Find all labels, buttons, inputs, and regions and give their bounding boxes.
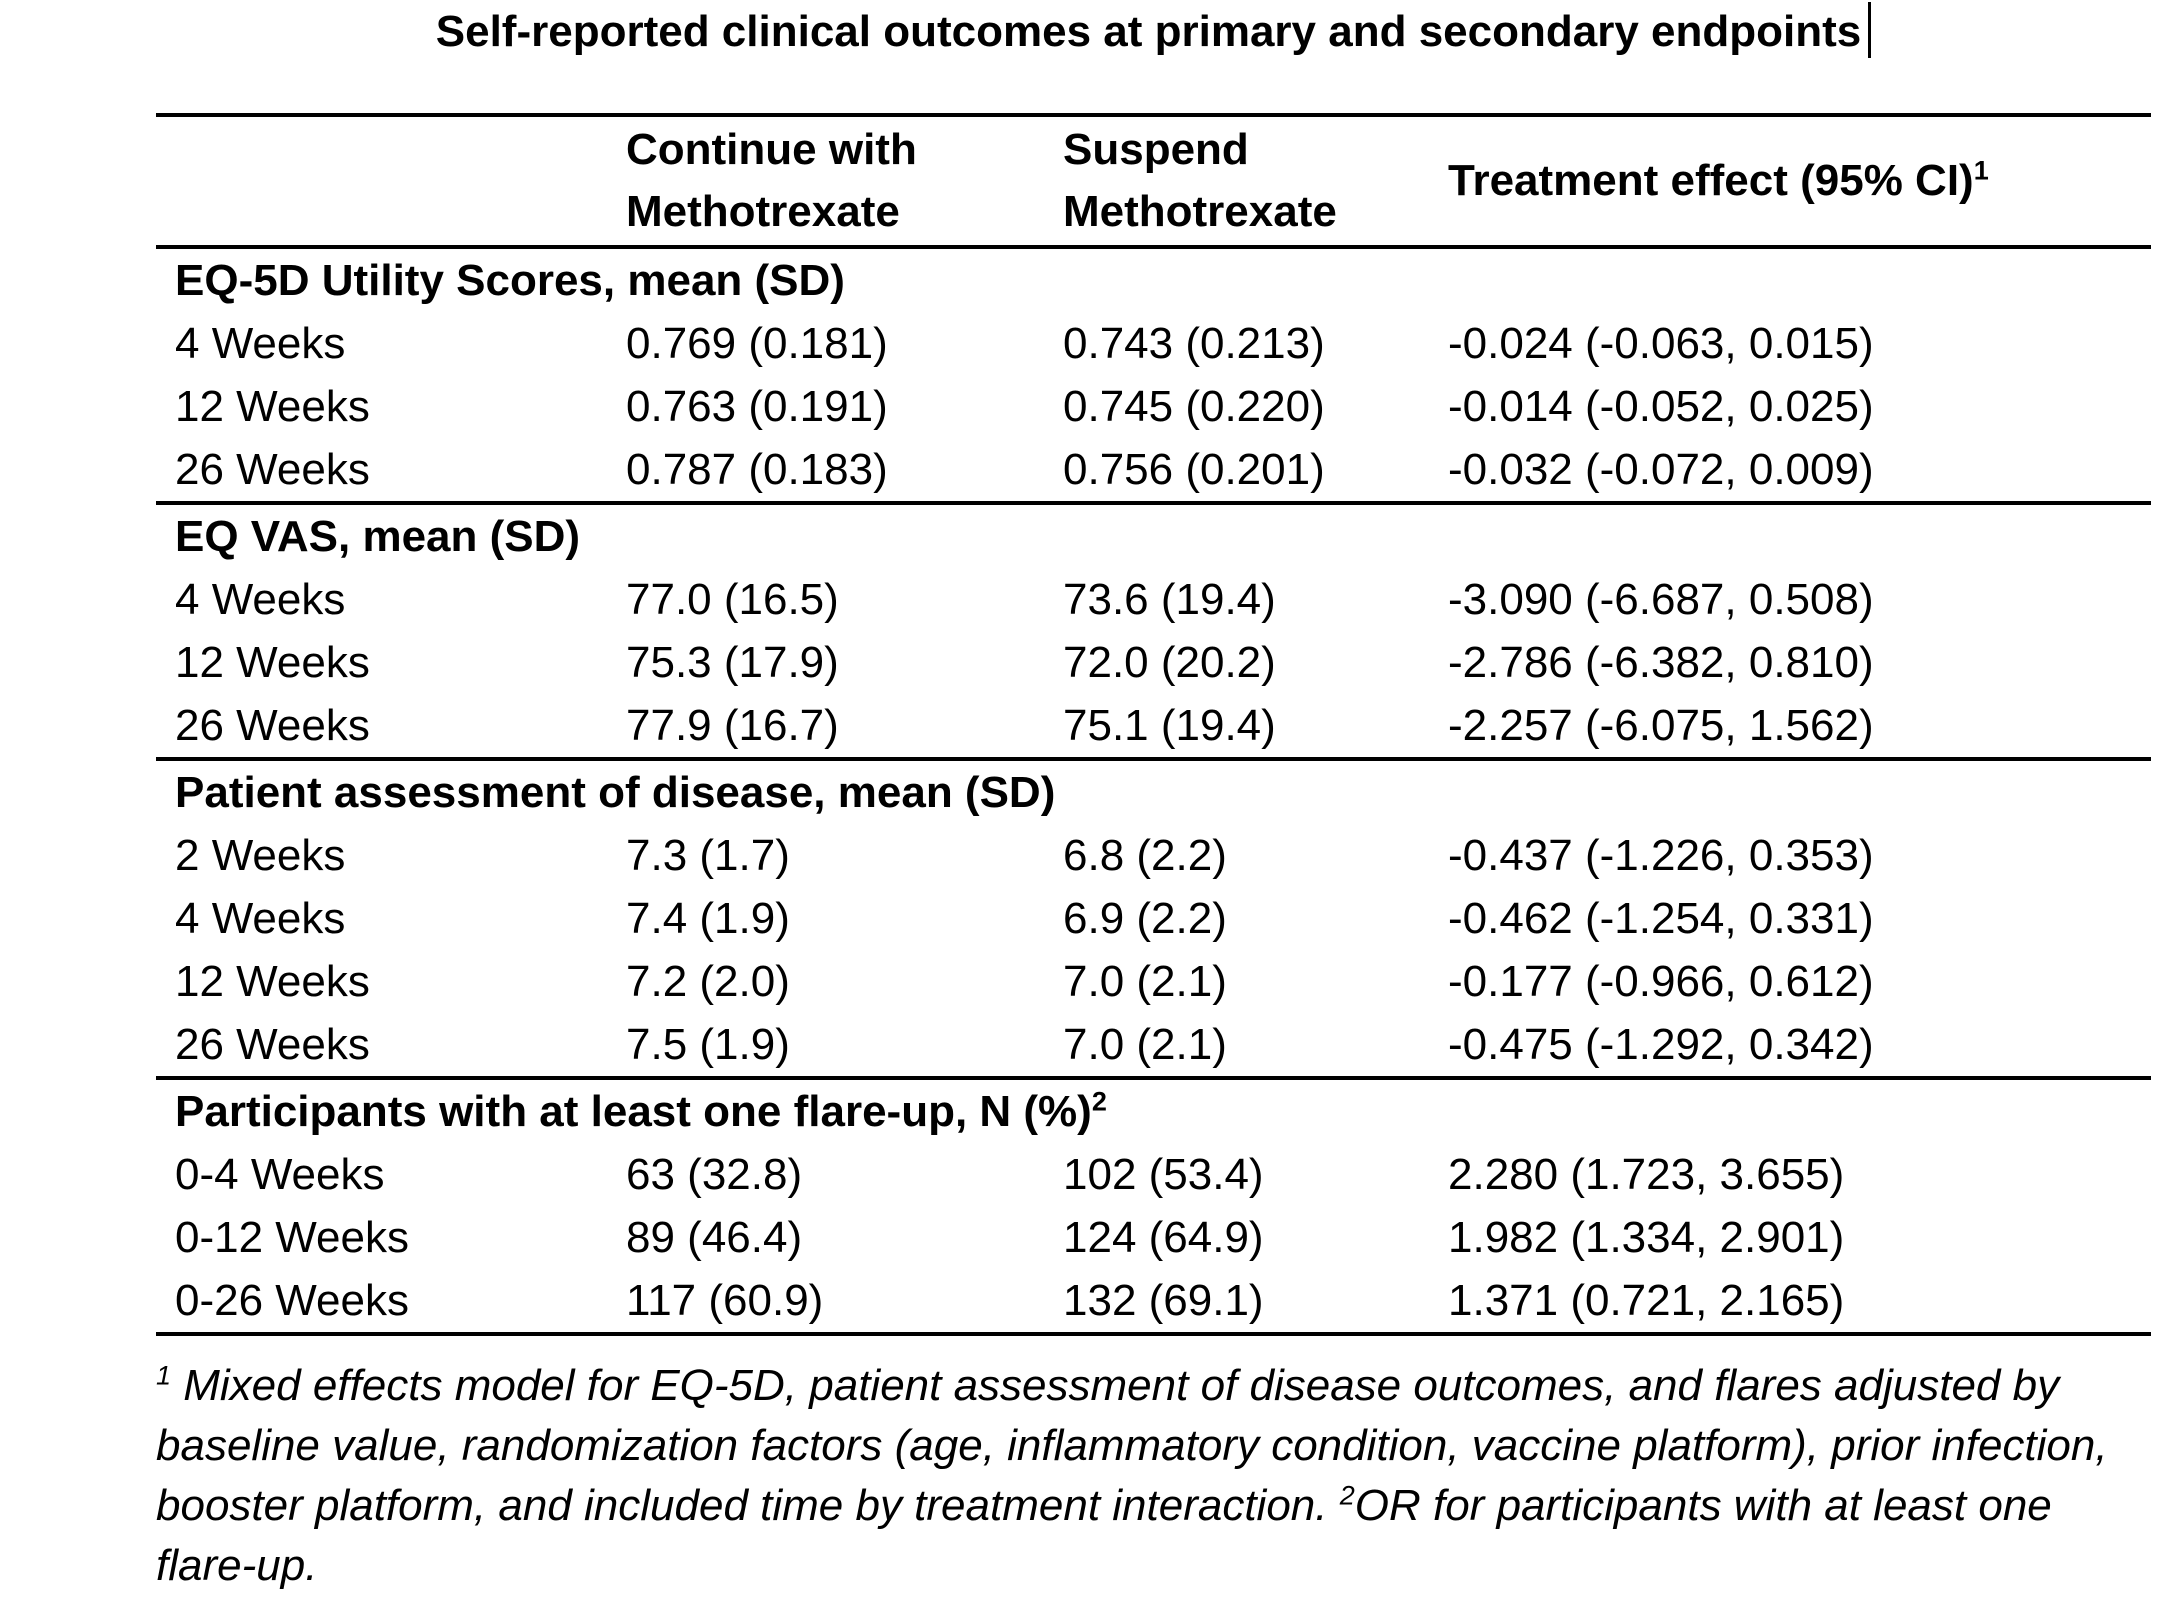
row-label-cell: 0-26 Weeks [175,1275,409,1325]
treatment-effect-cell: 1.982 (1.334, 2.901) [1448,1212,1845,1262]
table-row: 0-4 Weeks 63 (32.8) 102 (53.4) 2.280 (1.… [156,1143,2151,1206]
table-header-row: Continue with Methotrexate Suspend Metho… [156,115,2151,247]
table-row: 4 Weeks 77.0 (16.5) 73.6 (19.4) -3.090 (… [156,568,2151,631]
row-label-cell: 4 Weeks [175,893,346,943]
section-header-row: Participants with at least one flare-up,… [156,1078,2151,1143]
row-label-cell: 12 Weeks [175,637,370,687]
table-row: 26 Weeks 0.787 (0.183) 0.756 (0.201) -0.… [156,438,2151,503]
table-row: 12 Weeks 0.763 (0.191) 0.745 (0.220) -0.… [156,375,2151,438]
section-header-eq5d: EQ-5D Utility Scores, mean (SD) [175,255,845,305]
treatment-effect-cell: -3.090 (-6.687, 0.508) [1448,574,1874,624]
continue-value-cell: 7.4 (1.9) [626,893,790,943]
treatment-effect-cell: -0.024 (-0.063, 0.015) [1448,318,1874,368]
suspend-value-cell: 7.0 (2.1) [1063,1019,1227,1069]
suspend-value-cell: 7.0 (2.1) [1063,956,1227,1006]
column-header-continue: Continue with Methotrexate [626,125,917,236]
flare-up-superscript: 2 [1091,1085,1107,1116]
section-flare-ups: Participants with at least one flare-up,… [156,1078,2151,1334]
continue-value-cell: 75.3 (17.9) [626,637,839,687]
section-eq5d-utility: EQ-5D Utility Scores, mean (SD) 4 Weeks … [156,247,2151,503]
treatment-effect-cell: -0.014 (-0.052, 0.025) [1448,381,1874,431]
section-eq-vas: EQ VAS, mean (SD) 4 Weeks 77.0 (16.5) 73… [156,503,2151,759]
suspend-value-cell: 102 (53.4) [1063,1149,1264,1199]
row-label-cell: 26 Weeks [175,444,370,494]
outcomes-table: Continue with Methotrexate Suspend Metho… [156,113,2151,1336]
suspend-value-cell: 0.743 (0.213) [1063,318,1325,368]
column-header-blank [156,115,626,247]
table-row: 4 Weeks 7.4 (1.9) 6.9 (2.2) -0.462 (-1.2… [156,887,2151,950]
footnote-superscript-2: 2 [1339,1480,1355,1511]
table-row: 2 Weeks 7.3 (1.7) 6.8 (2.2) -0.437 (-1.2… [156,824,2151,887]
section-header-eq-vas: EQ VAS, mean (SD) [175,511,581,561]
section-patient-assessment: Patient assessment of disease, mean (SD)… [156,759,2151,1078]
continue-value-cell: 63 (32.8) [626,1149,803,1199]
row-label-cell: 26 Weeks [175,1019,370,1069]
table-row: 26 Weeks 7.5 (1.9) 7.0 (2.1) -0.475 (-1.… [156,1013,2151,1078]
text-caret [1868,2,1872,58]
row-label-cell: 4 Weeks [175,318,346,368]
continue-value-cell: 7.3 (1.7) [626,830,790,880]
treatment-effect-cell: -2.257 (-6.075, 1.562) [1448,700,1874,750]
table-row: 4 Weeks 0.769 (0.181) 0.743 (0.213) -0.0… [156,312,2151,375]
treatment-effect-cell: -0.177 (-0.966, 0.612) [1448,956,1874,1006]
suspend-value-cell: 0.745 (0.220) [1063,381,1325,431]
table-row: 12 Weeks 75.3 (17.9) 72.0 (20.2) -2.786 … [156,631,2151,694]
row-label-cell: 26 Weeks [175,700,370,750]
column-header-treatment-effect: Treatment effect (95% CI)1 [1448,155,1989,205]
row-label-cell: 12 Weeks [175,381,370,431]
treatment-effect-superscript: 1 [1973,155,1989,186]
treatment-effect-cell: -0.462 (-1.254, 0.331) [1448,893,1874,943]
row-label-cell: 2 Weeks [175,830,346,880]
table-title-text: Self-reported clinical outcomes at prima… [435,7,1862,56]
suspend-value-cell: 72.0 (20.2) [1063,637,1276,687]
section-header-patient-assessment: Patient assessment of disease, mean (SD) [175,767,1056,817]
treatment-effect-cell: -0.437 (-1.226, 0.353) [1448,830,1874,880]
continue-value-cell: 77.0 (16.5) [626,574,839,624]
suspend-value-cell: 75.1 (19.4) [1063,700,1276,750]
row-label-cell: 12 Weeks [175,956,370,1006]
continue-value-cell: 0.787 (0.183) [626,444,888,494]
continue-value-cell: 7.5 (1.9) [626,1019,790,1069]
table-row: 12 Weeks 7.2 (2.0) 7.0 (2.1) -0.177 (-0.… [156,950,2151,1013]
treatment-effect-cell: 2.280 (1.723, 3.655) [1448,1149,1845,1199]
treatment-effect-cell: -2.786 (-6.382, 0.810) [1448,637,1874,687]
suspend-value-cell: 6.9 (2.2) [1063,893,1227,943]
suspend-value-cell: 6.8 (2.2) [1063,830,1227,880]
continue-value-cell: 0.769 (0.181) [626,318,888,368]
table-row: 0-26 Weeks 117 (60.9) 132 (69.1) 1.371 (… [156,1269,2151,1334]
suspend-value-cell: 124 (64.9) [1063,1212,1264,1262]
suspend-value-cell: 0.756 (0.201) [1063,444,1325,494]
row-label-cell: 0-12 Weeks [175,1212,409,1262]
suspend-value-cell: 73.6 (19.4) [1063,574,1276,624]
treatment-effect-cell: -0.475 (-1.292, 0.342) [1448,1019,1874,1069]
outcomes-table-container: Continue with Methotrexate Suspend Metho… [156,113,2151,1336]
footnote-text-2: OR for participants with at least one fl… [156,1481,2052,1590]
continue-value-cell: 117 (60.9) [626,1275,824,1325]
column-header-suspend: Suspend Methotrexate [1063,125,1337,236]
section-header-row: EQ VAS, mean (SD) [156,503,2151,568]
footnote: 1 Mixed effects model for EQ-5D, patient… [156,1356,2148,1596]
footnote-text-1: Mixed effects model for EQ-5D, patient a… [156,1361,2108,1530]
continue-value-cell: 0.763 (0.191) [626,381,888,431]
section-header-row: Patient assessment of disease, mean (SD) [156,759,2151,824]
continue-value-cell: 89 (46.4) [626,1212,803,1262]
footnote-superscript-1: 1 [156,1360,172,1391]
continue-value-cell: 77.9 (16.7) [626,700,839,750]
treatment-effect-cell: 1.371 (0.721, 2.165) [1448,1275,1845,1325]
suspend-value-cell: 132 (69.1) [1063,1275,1264,1325]
table-title: Self-reported clinical outcomes at prima… [156,2,2151,61]
row-label-cell: 0-4 Weeks [175,1149,385,1199]
section-header-flare-ups: Participants with at least one flare-up,… [175,1085,1107,1136]
section-header-row: EQ-5D Utility Scores, mean (SD) [156,247,2151,312]
continue-value-cell: 7.2 (2.0) [626,956,790,1006]
table-row: 0-12 Weeks 89 (46.4) 124 (64.9) 1.982 (1… [156,1206,2151,1269]
table-row: 26 Weeks 77.9 (16.7) 75.1 (19.4) -2.257 … [156,694,2151,759]
treatment-effect-cell: -0.032 (-0.072, 0.009) [1448,444,1874,494]
row-label-cell: 4 Weeks [175,574,346,624]
